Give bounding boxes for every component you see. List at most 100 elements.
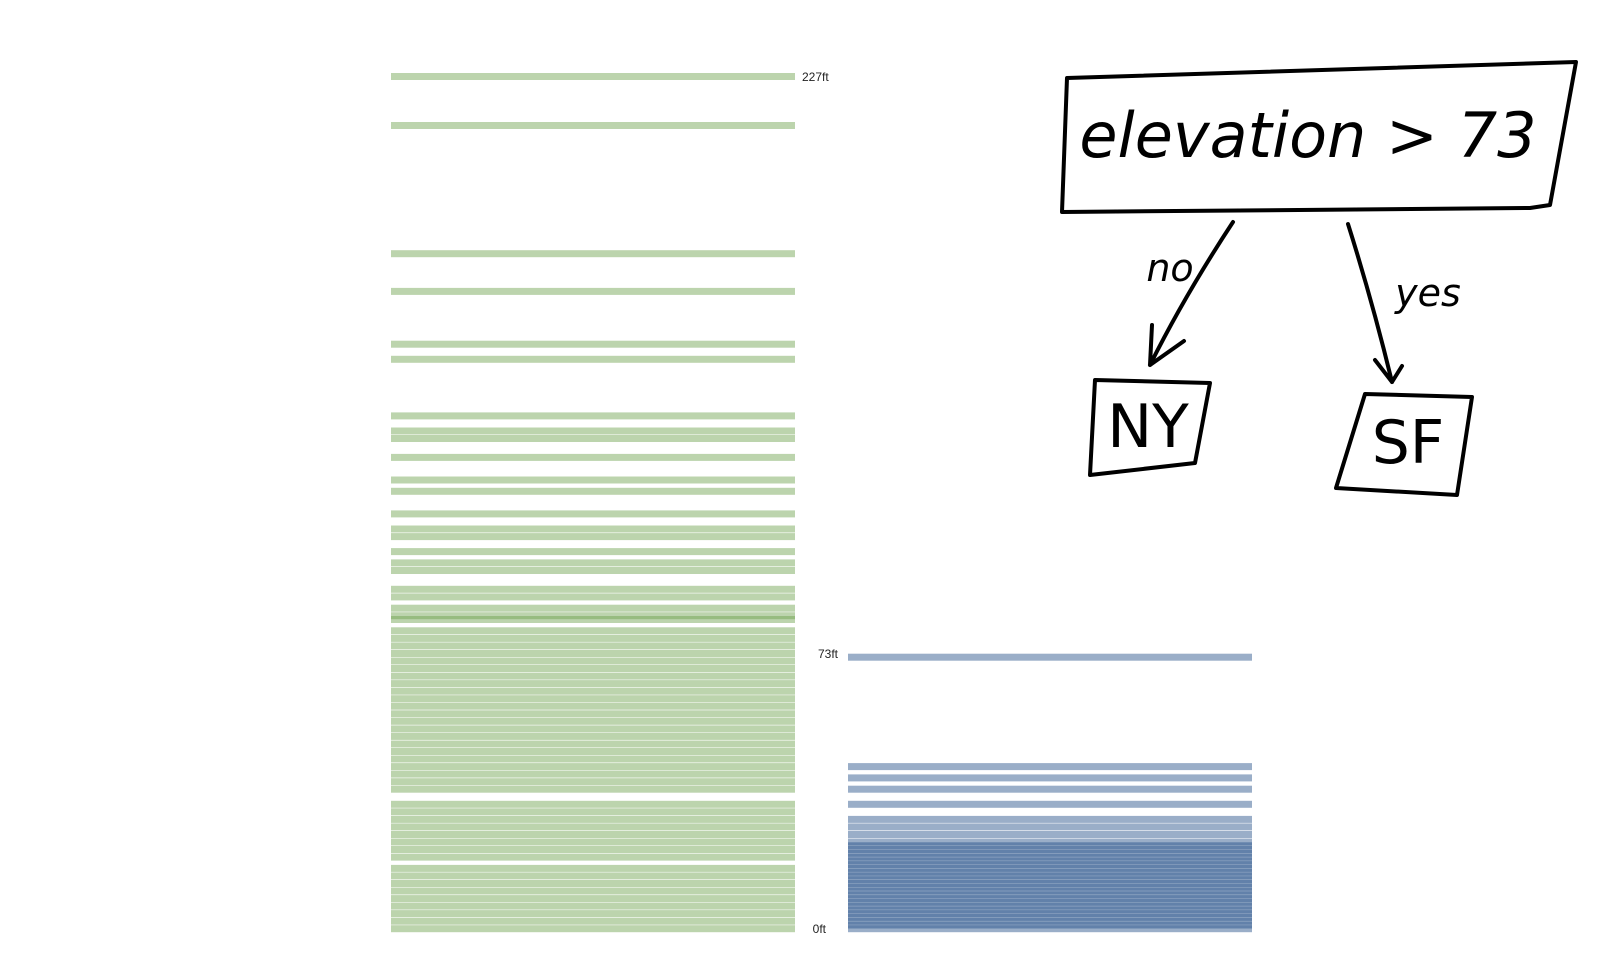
ny-strip-50	[391, 838, 795, 846]
ny-strip-47	[391, 815, 795, 823]
ny-strip-1	[391, 122, 795, 129]
ny-strip-32	[391, 695, 795, 703]
tick-label-bottom: 0ft	[813, 922, 827, 936]
ny-strip-49	[391, 831, 795, 838]
sf-strip-18	[848, 876, 1252, 884]
ny-strip-13	[391, 525, 795, 533]
ny-strip-7	[391, 427, 795, 435]
ny-strip-17	[391, 567, 795, 574]
ny-strip-35	[391, 717, 795, 725]
sf-strip-15	[848, 864, 1252, 872]
sf-strip-23	[848, 895, 1252, 903]
ny-strip-25	[391, 642, 795, 650]
ny-strip-19	[391, 593, 795, 601]
ny-strip-11	[391, 487, 795, 495]
ny-strip-41	[391, 763, 795, 771]
ny-strip-0	[391, 73, 795, 80]
sf-strip-14	[848, 861, 1252, 869]
sf-strip-9	[848, 842, 1252, 850]
tick-label-split: 73ft	[818, 647, 839, 661]
ny-strip-28	[391, 665, 795, 672]
ny-strip-6	[391, 412, 795, 420]
tick-label-top: 227ft	[802, 70, 829, 84]
ny-strip-43	[391, 778, 795, 786]
ny-strip-37	[391, 732, 795, 740]
ny-strip-2	[391, 250, 795, 258]
ny-strip-18	[391, 585, 795, 593]
ny-strip-29	[391, 672, 795, 680]
sf-strip-17	[848, 872, 1252, 880]
ny-strip-5	[391, 355, 795, 363]
ny-strip-54	[391, 872, 795, 880]
sf-strip-24	[848, 898, 1252, 906]
sf-elevation-strips	[848, 653, 1252, 933]
sf-strip-4	[848, 800, 1252, 808]
sf-strip-16	[848, 868, 1252, 876]
ny-strip-51	[391, 846, 795, 853]
sf-strip-6	[848, 823, 1252, 831]
root-node-label: elevation > 73	[1079, 99, 1536, 172]
edge-no-arrow	[1148, 220, 1235, 367]
ny-strip-30	[391, 680, 795, 688]
sf-strip-20	[848, 883, 1252, 891]
ny-strip-10	[391, 476, 795, 484]
sf-strip-27	[848, 910, 1252, 918]
ny-strip-14	[391, 533, 795, 541]
ny-strip-36	[391, 725, 795, 733]
ny-strip-57	[391, 895, 795, 903]
ny-strip-8	[391, 435, 795, 442]
ny-strip-38	[391, 740, 795, 748]
sf-strip-22	[848, 891, 1252, 899]
leaf-no-box	[1088, 378, 1212, 477]
sf-strip-0	[848, 653, 1252, 661]
sf-strip-26	[848, 906, 1252, 914]
sf-strip-25	[848, 902, 1252, 910]
ny-strip-40	[391, 755, 795, 763]
edge-yes-label: yes	[1394, 271, 1461, 315]
ny-strip-12	[391, 510, 795, 518]
sf-strip-2	[848, 774, 1252, 782]
ny-strip-20	[391, 604, 795, 612]
ny-strip-15	[391, 548, 795, 556]
sf-strip-10	[848, 846, 1252, 853]
root-node-box	[1060, 60, 1578, 214]
ny-strip-16	[391, 559, 795, 567]
edge-no-label: no	[1146, 246, 1193, 290]
sf-strip-28	[848, 913, 1252, 921]
sf-strip-29	[848, 917, 1252, 925]
ny-strip-56	[391, 887, 795, 895]
ny-strip-42	[391, 770, 795, 778]
ny-strip-60	[391, 917, 795, 925]
sf-strip-3	[848, 785, 1252, 793]
sf-strip-12	[848, 853, 1252, 861]
ny-strip-52	[391, 853, 795, 861]
ny-strip-53	[391, 864, 795, 872]
ny-strip-58	[391, 902, 795, 910]
ny-strip-24	[391, 634, 795, 642]
ny-strip-33	[391, 702, 795, 710]
sf-strip-13	[848, 857, 1252, 865]
ny-strip-3	[391, 287, 795, 295]
ny-strip-22	[391, 616, 795, 623]
ny-strip-39	[391, 748, 795, 755]
sf-strip-7	[848, 831, 1252, 838]
ny-strip-27	[391, 657, 795, 665]
ny-strip-4	[391, 340, 795, 348]
leaf-no-label: NY	[1107, 392, 1189, 462]
ny-strip-21	[391, 612, 795, 620]
ny-strip-26	[391, 650, 795, 657]
ny-strip-59	[391, 910, 795, 918]
ny-strip-45	[391, 800, 795, 808]
sf-strip-8	[848, 838, 1252, 846]
sf-strip-21	[848, 887, 1252, 895]
leaf-yes-label: SF	[1372, 408, 1445, 478]
ny-strip-48	[391, 823, 795, 831]
sf-strip-1	[848, 763, 1252, 771]
decision-tree	[1060, 60, 1578, 497]
ny-strip-34	[391, 710, 795, 718]
ny-strip-61	[391, 925, 795, 933]
leaf-yes-box	[1334, 392, 1474, 497]
ny-strip-31	[391, 687, 795, 695]
edge-yes-arrow	[1346, 222, 1404, 384]
sf-strip-5	[848, 815, 1252, 823]
